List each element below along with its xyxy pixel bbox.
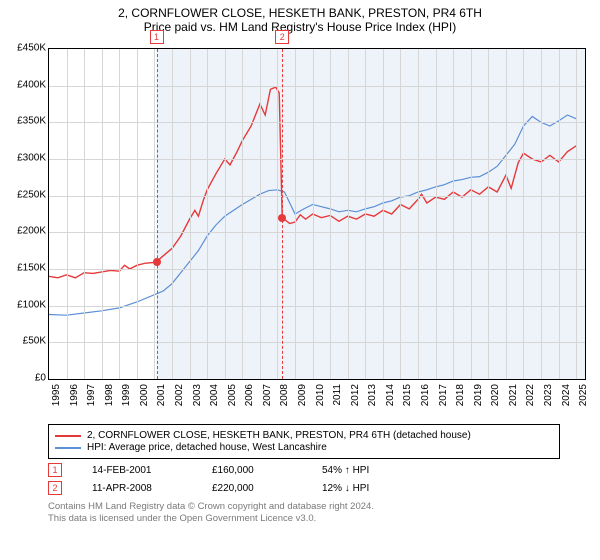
x-axis-label: 2013 xyxy=(367,384,378,406)
y-axis-label: £250K xyxy=(17,189,46,200)
chart-subtitle: Price paid vs. HM Land Registry's House … xyxy=(0,20,600,38)
sale-delta: 54% ↑ HPI xyxy=(322,465,369,476)
legend-label: 2, CORNFLOWER CLOSE, HESKETH BANK, PREST… xyxy=(87,430,471,441)
line-layer xyxy=(49,49,585,379)
footer-line: Contains HM Land Registry data © Crown c… xyxy=(48,501,552,513)
x-axis-label: 2008 xyxy=(279,384,290,406)
sale-delta: 12% ↓ HPI xyxy=(322,483,369,494)
sale-marker-flag: 2 xyxy=(275,30,289,44)
sale-point-dot xyxy=(278,214,286,222)
legend-label: HPI: Average price, detached house, West… xyxy=(87,442,327,453)
y-axis-label: £450K xyxy=(17,43,46,54)
x-axis-label: 2009 xyxy=(297,384,308,406)
legend: 2, CORNFLOWER CLOSE, HESKETH BANK, PREST… xyxy=(48,424,560,459)
y-axis-label: £400K xyxy=(17,79,46,90)
y-axis-label: £350K xyxy=(17,116,46,127)
sale-marker-flag: 1 xyxy=(150,30,164,44)
sale-point-dot xyxy=(153,258,161,266)
x-axis-label: 2023 xyxy=(543,384,554,406)
x-axis-label: 2019 xyxy=(473,384,484,406)
y-axis-label: £200K xyxy=(17,226,46,237)
footer: Contains HM Land Registry data © Crown c… xyxy=(48,501,552,526)
x-axis-label: 2014 xyxy=(385,384,396,406)
sale-row: 2 11-APR-2008 £220,000 12% ↓ HPI xyxy=(48,481,552,495)
x-axis-label: 2002 xyxy=(174,384,185,406)
sale-row: 1 14-FEB-2001 £160,000 54% ↑ HPI xyxy=(48,463,552,477)
y-axis-label: £50K xyxy=(23,336,46,347)
x-axis-label: 2011 xyxy=(332,384,343,406)
x-axis-label: 2025 xyxy=(578,384,589,406)
sale-date: 11-APR-2008 xyxy=(92,483,182,494)
chart-container: 2, CORNFLOWER CLOSE, HESKETH BANK, PREST… xyxy=(0,0,600,560)
x-axis-label: 2010 xyxy=(315,384,326,406)
legend-row: HPI: Average price, detached house, West… xyxy=(55,442,553,453)
sale-marker-icon: 2 xyxy=(48,481,62,495)
chart-area: £0£50K£100K£150K£200K£250K£300K£350K£400… xyxy=(40,38,600,418)
x-axis-label: 2012 xyxy=(350,384,361,406)
x-axis-label: 2015 xyxy=(402,384,413,406)
x-axis-label: 1995 xyxy=(51,384,62,406)
sale-marker-icon: 1 xyxy=(48,463,62,477)
legend-row: 2, CORNFLOWER CLOSE, HESKETH BANK, PREST… xyxy=(55,430,553,441)
x-axis-label: 2007 xyxy=(262,384,273,406)
y-axis-label: £0 xyxy=(35,373,46,384)
y-axis-label: £100K xyxy=(17,299,46,310)
x-axis-label: 2005 xyxy=(227,384,238,406)
y-axis-label: £300K xyxy=(17,153,46,164)
legend-swatch xyxy=(55,447,81,449)
x-axis-label: 2016 xyxy=(420,384,431,406)
x-axis-label: 1999 xyxy=(121,384,132,406)
x-axis-label: 2020 xyxy=(490,384,501,406)
y-axis-label: £150K xyxy=(17,263,46,274)
x-axis-label: 2021 xyxy=(508,384,519,406)
x-axis-label: 2022 xyxy=(525,384,536,406)
legend-swatch xyxy=(55,435,81,437)
sale-date: 14-FEB-2001 xyxy=(92,465,182,476)
x-axis-label: 2004 xyxy=(209,384,220,406)
x-axis-label: 2006 xyxy=(244,384,255,406)
chart-title: 2, CORNFLOWER CLOSE, HESKETH BANK, PREST… xyxy=(0,0,600,20)
footer-line: This data is licensed under the Open Gov… xyxy=(48,513,552,525)
x-axis-label: 2001 xyxy=(156,384,167,406)
x-axis-label: 2024 xyxy=(561,384,572,406)
x-axis-label: 1996 xyxy=(69,384,80,406)
x-axis-label: 2018 xyxy=(455,384,466,406)
x-axis-label: 1997 xyxy=(86,384,97,406)
x-axis-label: 1998 xyxy=(104,384,115,406)
x-axis-label: 2003 xyxy=(192,384,203,406)
sale-price: £160,000 xyxy=(212,465,292,476)
plot-area xyxy=(48,48,586,380)
x-axis-label: 2000 xyxy=(139,384,150,406)
sale-price: £220,000 xyxy=(212,483,292,494)
x-axis-label: 2017 xyxy=(438,384,449,406)
